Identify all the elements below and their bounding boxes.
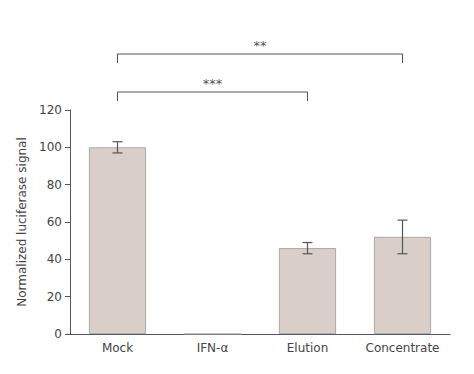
svg-text:Elution: Elution — [287, 341, 329, 355]
svg-text:**: ** — [254, 38, 268, 53]
svg-text:***: *** — [203, 76, 223, 91]
svg-text:40: 40 — [47, 252, 62, 266]
svg-text:IFN-α: IFN-α — [197, 341, 229, 355]
svg-text:Mock: Mock — [102, 341, 133, 355]
svg-text:60: 60 — [47, 215, 62, 229]
svg-text:100: 100 — [39, 140, 62, 154]
svg-text:120: 120 — [39, 103, 62, 117]
svg-text:Normalized luciferase signal: Normalized luciferase signal — [15, 137, 29, 307]
svg-text:Concentrate: Concentrate — [366, 341, 440, 355]
svg-text:20: 20 — [47, 290, 62, 304]
svg-text:80: 80 — [47, 178, 62, 192]
svg-text:0: 0 — [54, 327, 62, 341]
